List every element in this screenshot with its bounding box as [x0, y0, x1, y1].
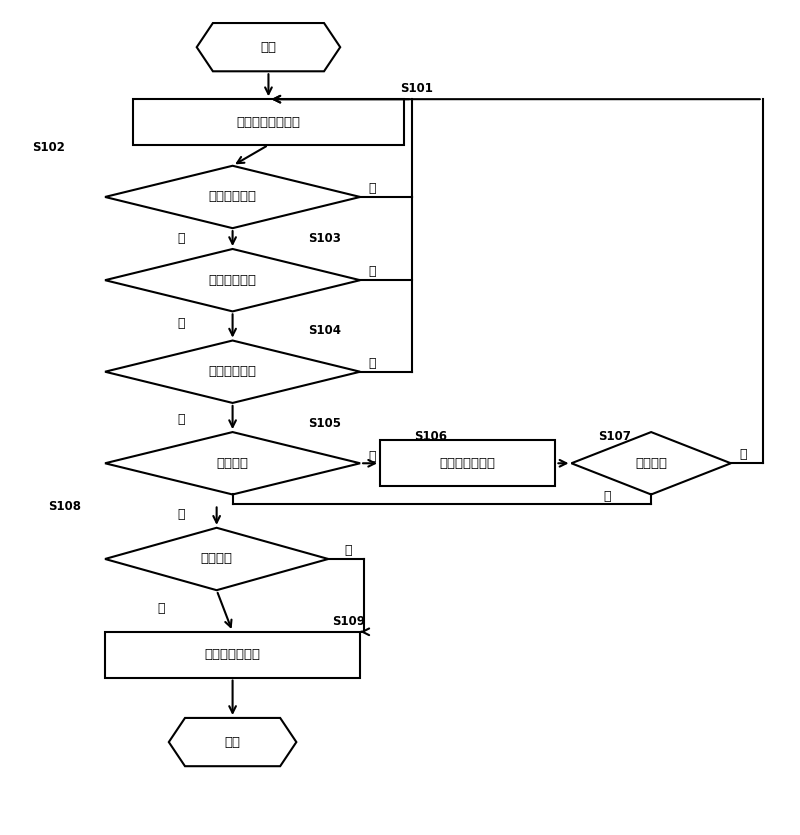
Polygon shape	[105, 528, 328, 590]
Text: S101: S101	[400, 83, 433, 95]
Text: 是: 是	[177, 232, 185, 245]
Text: S106: S106	[414, 430, 447, 443]
Polygon shape	[105, 432, 360, 494]
Text: 否: 否	[739, 448, 746, 462]
Text: S108: S108	[48, 500, 81, 513]
Text: 是: 是	[177, 317, 185, 330]
Text: 开始: 开始	[261, 41, 277, 53]
Text: 调用初始化子程序: 调用初始化子程序	[237, 115, 301, 129]
Text: 温度正常: 温度正常	[217, 457, 249, 470]
Text: 否: 否	[368, 182, 376, 195]
Text: 结束: 结束	[225, 736, 241, 748]
Text: 报警复位: 报警复位	[635, 457, 667, 470]
Text: 调用投切子程序: 调用投切子程序	[205, 648, 261, 661]
Text: 二次电压正常: 二次电压正常	[209, 365, 257, 378]
Text: 是否自动: 是否自动	[201, 553, 233, 565]
Polygon shape	[197, 23, 340, 71]
Text: 是: 是	[157, 602, 165, 615]
Text: S107: S107	[598, 430, 630, 443]
Text: 一次电压正常: 一次电压正常	[209, 190, 257, 204]
Text: 否: 否	[345, 544, 352, 557]
Text: S102: S102	[32, 140, 65, 154]
Text: 否: 否	[368, 266, 376, 278]
Text: S104: S104	[308, 324, 342, 337]
Polygon shape	[105, 166, 360, 228]
Text: S105: S105	[308, 417, 342, 430]
Text: 切除电容并报警: 切除电容并报警	[440, 457, 496, 470]
Bar	[380, 440, 555, 486]
Polygon shape	[169, 718, 296, 767]
Text: 是: 是	[603, 490, 611, 503]
Text: 否: 否	[368, 357, 376, 370]
Bar	[105, 632, 360, 677]
Text: 否: 否	[368, 450, 376, 463]
Text: S109: S109	[332, 615, 366, 628]
Text: 是: 是	[177, 413, 185, 427]
Text: 一次电流正常: 一次电流正常	[209, 274, 257, 286]
Bar	[133, 99, 404, 145]
Polygon shape	[105, 249, 360, 311]
Polygon shape	[105, 341, 360, 403]
Polygon shape	[571, 432, 731, 494]
Text: 是: 是	[177, 509, 185, 521]
Text: S103: S103	[308, 232, 341, 245]
